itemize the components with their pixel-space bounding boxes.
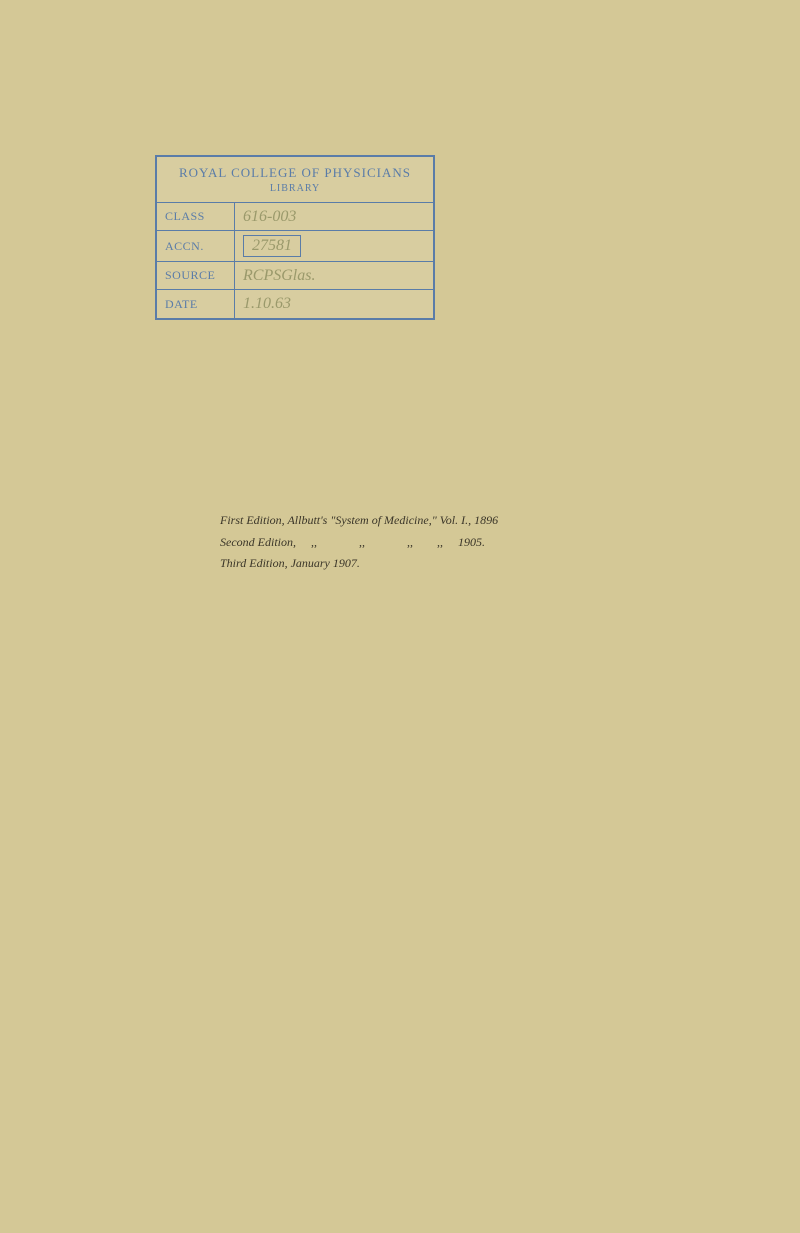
stamp-header: ROYAL COLLEGE OF PHYSICIANS LIBRARY (157, 157, 433, 203)
edition-line-2: Second Edition, ,, ,, ,, ,, 1905. (220, 532, 650, 554)
edition-line-1: First Edition, Allbutt's "System of Medi… (220, 510, 650, 532)
edition-line-3: Third Edition, January 1907. (220, 553, 650, 575)
library-stamp: ROYAL COLLEGE OF PHYSICIANS LIBRARY CLAS… (155, 155, 435, 320)
stamp-header-line1: ROYAL COLLEGE OF PHYSICIANS (169, 165, 421, 181)
stamp-row-source: SOURCE RCPSGlas. (157, 262, 433, 290)
stamp-label-accn: ACCN. (157, 231, 235, 261)
stamp-value-accn: 27581 (235, 231, 433, 261)
stamp-label-date: DATE (157, 290, 235, 318)
stamp-label-class: CLASS (157, 203, 235, 230)
stamp-header-line2: LIBRARY (169, 183, 421, 194)
page: ROYAL COLLEGE OF PHYSICIANS LIBRARY CLAS… (0, 0, 800, 1233)
stamp-value-source: RCPSGlas. (235, 262, 433, 289)
stamp-value-class: 616-003 (235, 203, 433, 230)
stamp-row-class: CLASS 616-003 (157, 203, 433, 231)
stamp-row-date: DATE 1.10.63 (157, 290, 433, 318)
edition-info: First Edition, Allbutt's "System of Medi… (220, 510, 650, 575)
stamp-value-accn-text: 27581 (243, 235, 301, 257)
stamp-value-date: 1.10.63 (235, 290, 433, 318)
stamp-label-source: SOURCE (157, 262, 235, 289)
stamp-row-accn: ACCN. 27581 (157, 231, 433, 262)
